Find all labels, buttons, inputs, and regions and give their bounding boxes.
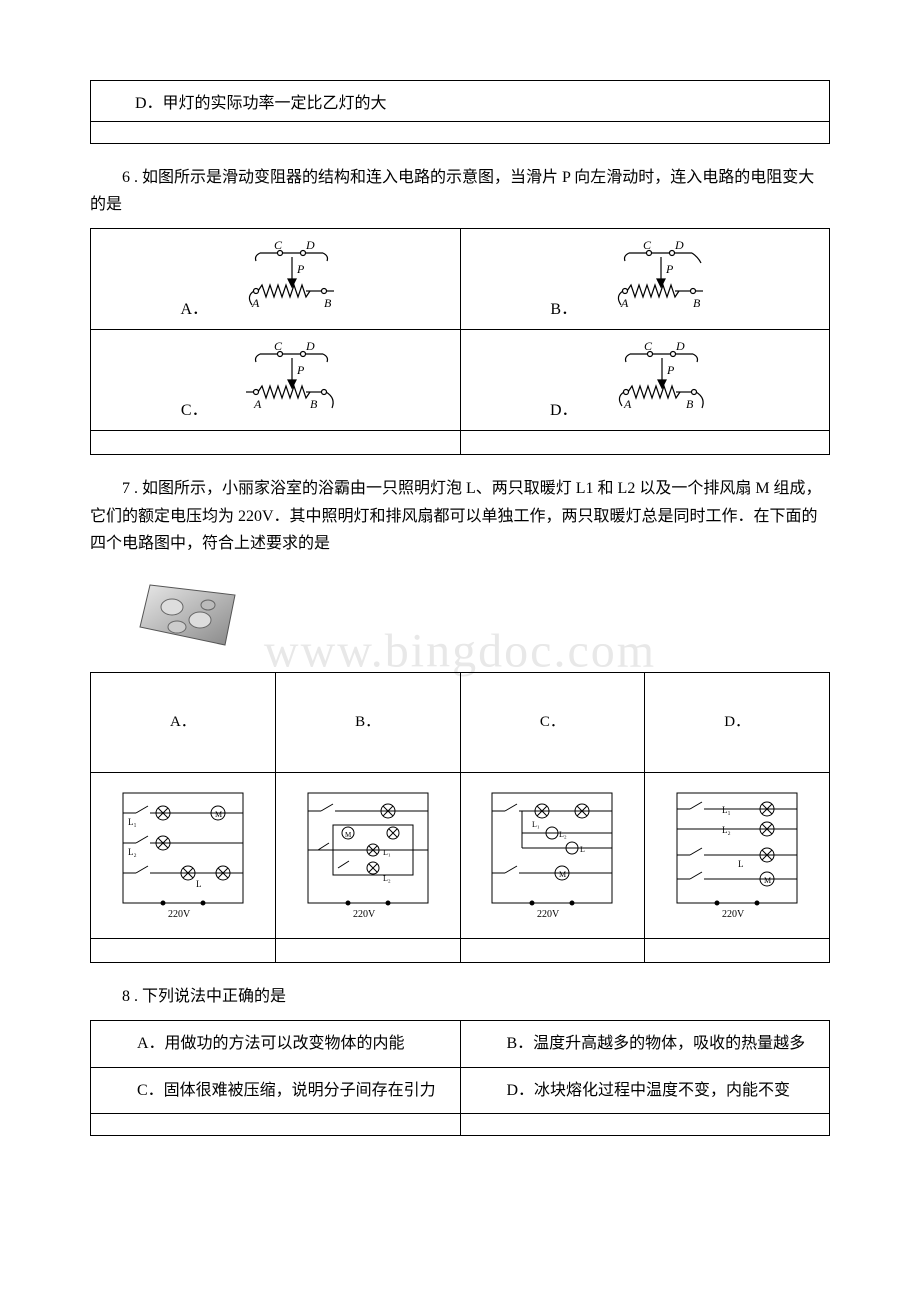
q8-a: A．用做功的方法可以改变物体的内能 xyxy=(91,1021,461,1068)
circuit-c-icon: L₂ L M L₁ 220V xyxy=(477,783,627,928)
svg-text:A: A xyxy=(251,296,260,310)
svg-text:L₁: L₁ xyxy=(722,805,731,815)
svg-text:C: C xyxy=(274,239,283,252)
q7-opt-a: M L₁ L₂ L 220V xyxy=(91,772,276,938)
svg-text:C: C xyxy=(643,239,652,252)
q7-diagrams: A． B． C． D． M xyxy=(90,672,830,963)
svg-text:220V: 220V xyxy=(353,909,376,920)
q8-table: A．用做功的方法可以改变物体的内能 B．温度升高越多的物体，吸收的热量越多 C．… xyxy=(90,1020,830,1136)
q7-opt-c: L₂ L M L₁ 220V xyxy=(460,772,645,938)
rheostat-c-icon: C D P A B xyxy=(220,340,370,420)
yuba-icon xyxy=(130,577,250,657)
rheostat-b-icon: C D P A B xyxy=(589,239,739,319)
q5-table: D．甲灯的实际功率一定比乙灯的大 xyxy=(90,80,830,144)
rheostat-d-icon: C D P A B xyxy=(590,340,740,420)
q6-text: 6 . 如图所示是滑动变阻器的结构和连入电路的示意图，当滑片 P 向左滑动时，连… xyxy=(90,164,830,218)
svg-text:L₂: L₂ xyxy=(128,847,137,857)
svg-text:L₁: L₁ xyxy=(532,820,540,829)
q6-diagrams: A． xyxy=(90,228,830,455)
svg-text:L₂: L₂ xyxy=(722,825,731,835)
svg-text:L: L xyxy=(580,845,585,854)
svg-text:L₂: L₂ xyxy=(383,874,391,883)
circuit-a-icon: M L₁ L₂ L 220V xyxy=(108,783,258,928)
q8-c: C．固体很难被压缩，说明分子间存在引力 xyxy=(91,1067,461,1114)
q5-blank xyxy=(91,122,830,144)
svg-text:A: A xyxy=(623,397,632,411)
svg-text:P: P xyxy=(296,363,305,377)
svg-text:P: P xyxy=(296,262,305,276)
svg-text:M: M xyxy=(764,876,771,885)
q8-b: B．温度升高越多的物体，吸收的热量越多 xyxy=(460,1021,830,1068)
rheostat-a-icon: C D P A B xyxy=(220,239,370,319)
svg-text:220V: 220V xyxy=(537,909,560,920)
circuit-d-icon: M L₁ L₂ L 220V xyxy=(662,783,812,928)
svg-text:220V: 220V xyxy=(722,909,745,920)
q7-opt-b: M L₁ L₂ 220V xyxy=(275,772,460,938)
q7-head-d: D． xyxy=(645,672,830,772)
q7-head-b: B． xyxy=(275,672,460,772)
svg-text:L₁: L₁ xyxy=(128,817,137,827)
q6-opt-c: C． xyxy=(91,330,461,431)
q6-label-a: A． xyxy=(180,301,208,318)
svg-text:C: C xyxy=(274,340,283,353)
svg-text:D: D xyxy=(675,340,685,353)
circuit-b-icon: M L₁ L₂ 220V xyxy=(293,783,443,928)
q6-opt-a: A． xyxy=(91,229,461,330)
svg-text:C: C xyxy=(644,340,653,353)
q6-label-d: D． xyxy=(550,402,578,419)
q8-text: 8 . 下列说法中正确的是 xyxy=(90,983,830,1010)
q6-label-c: C． xyxy=(181,402,208,419)
svg-text:M: M xyxy=(215,810,222,819)
svg-text:220V: 220V xyxy=(168,909,191,920)
svg-text:P: P xyxy=(666,363,675,377)
q7-opt-d: M L₁ L₂ L 220V xyxy=(645,772,830,938)
svg-text:L₁: L₁ xyxy=(383,848,391,857)
q6-opt-b: B． xyxy=(460,229,830,330)
svg-text:P: P xyxy=(665,262,674,276)
svg-text:D: D xyxy=(305,239,315,252)
q6-label-b: B． xyxy=(550,301,577,318)
svg-text:A: A xyxy=(253,397,262,411)
svg-text:B: B xyxy=(324,296,332,310)
svg-text:M: M xyxy=(559,870,566,879)
q6-opt-d: D． xyxy=(460,330,830,431)
q8-d: D．冰块熔化过程中温度不变，内能不变 xyxy=(460,1067,830,1114)
q7-head-c: C． xyxy=(460,672,645,772)
yuba-photo xyxy=(130,577,250,662)
svg-text:M: M xyxy=(345,831,352,839)
svg-text:D: D xyxy=(674,239,684,252)
svg-text:D: D xyxy=(305,340,315,353)
q5-option-d: D．甲灯的实际功率一定比乙灯的大 xyxy=(91,81,830,122)
svg-text:L: L xyxy=(196,879,202,889)
svg-text:A: A xyxy=(620,296,629,310)
svg-text:B: B xyxy=(686,397,694,411)
svg-text:L: L xyxy=(738,859,744,869)
svg-text:B: B xyxy=(693,296,701,310)
q7-text: 7 . 如图所示，小丽家浴室的浴霸由一只照明灯泡 L、两只取暖灯 L1 和 L2… xyxy=(90,475,830,557)
svg-text:B: B xyxy=(310,397,318,411)
svg-text:L₂: L₂ xyxy=(559,830,567,839)
q7-head-a: A． xyxy=(91,672,276,772)
